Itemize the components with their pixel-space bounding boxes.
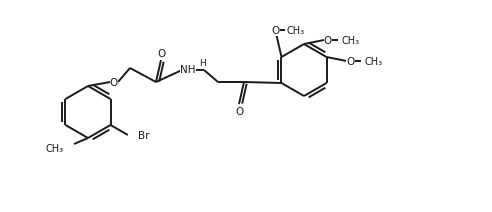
Text: O: O	[110, 78, 118, 88]
Text: CH₃: CH₃	[365, 57, 383, 67]
Text: O: O	[157, 49, 165, 59]
Text: Br: Br	[138, 131, 150, 141]
Text: O: O	[346, 57, 355, 67]
Text: CH₃: CH₃	[286, 26, 305, 36]
Text: CH₃: CH₃	[46, 144, 64, 154]
Text: O: O	[324, 36, 332, 46]
Text: O: O	[235, 107, 243, 117]
Text: O: O	[272, 26, 279, 36]
Text: NH: NH	[180, 65, 196, 75]
Text: CH₃: CH₃	[342, 36, 360, 46]
Text: H: H	[199, 59, 205, 67]
